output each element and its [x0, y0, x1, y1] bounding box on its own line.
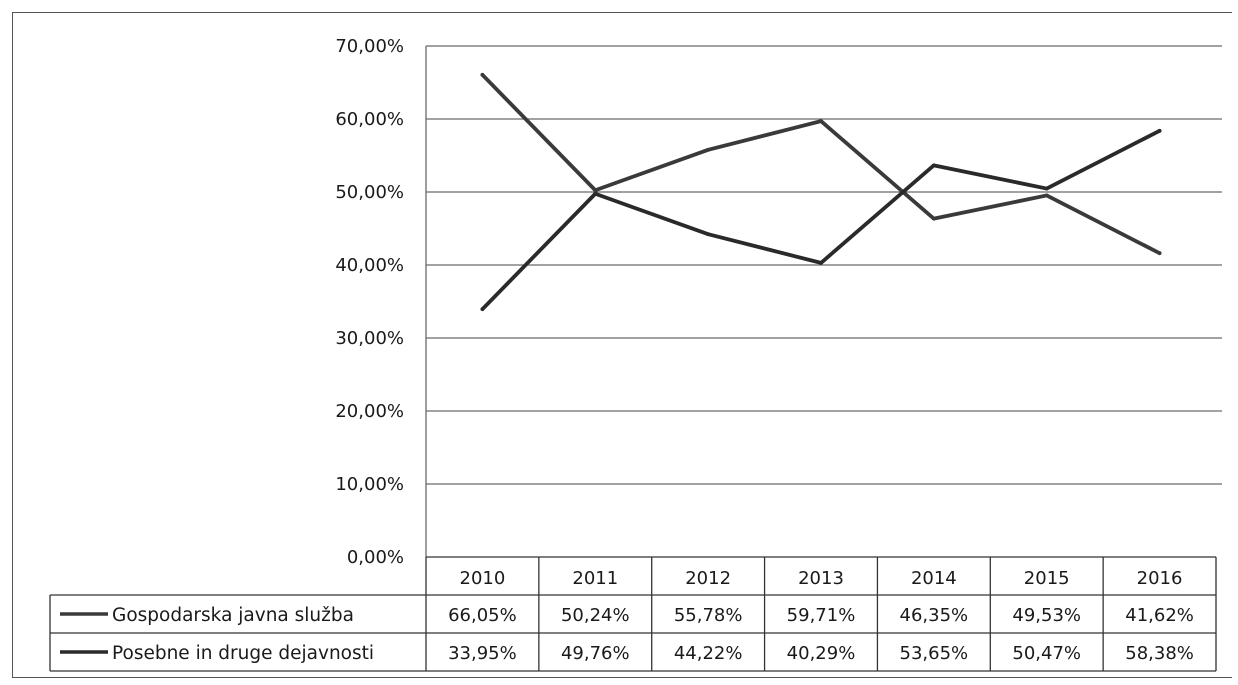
data-cell: 58,38% [1125, 643, 1194, 664]
data-cell: 49,76% [561, 643, 630, 664]
legend-label: Gospodarska javna služba [112, 605, 354, 626]
data-point [706, 147, 711, 152]
data-point [1157, 128, 1162, 133]
data-point [480, 307, 485, 312]
series-line [480, 72, 1162, 256]
data-point [931, 163, 936, 168]
y-tick-label: 50,00% [335, 182, 404, 203]
legend-label: Posebne in druge dejavnosti [112, 643, 374, 664]
x-category-label: 2013 [798, 568, 844, 589]
y-axis: 0,00% 10,00% 20,00% 30,00% 40,00% 50,00% 60,00… [335, 36, 427, 568]
data-point [819, 260, 823, 265]
y-tick-label: 70,00% [335, 36, 404, 57]
y-tick-label: 30,00% [335, 328, 404, 349]
data-cell: 59,71% [787, 605, 856, 626]
data-point [1044, 186, 1049, 191]
x-category-label: 2014 [911, 568, 957, 589]
data-cell: 41,62% [1125, 605, 1194, 626]
data-point [1044, 193, 1049, 198]
series-lines [480, 72, 1162, 312]
series-line [480, 128, 1162, 312]
chart-frame [12, 12, 1232, 678]
data-cell: 49,53% [1012, 605, 1081, 626]
data-point [1157, 251, 1162, 256]
data-cell: 66,05% [448, 605, 517, 626]
x-category-label: 2015 [1024, 568, 1070, 589]
x-category-label: 2011 [572, 568, 618, 589]
y-tick-label: 10,00% [335, 474, 404, 495]
data-cell: 50,24% [561, 605, 630, 626]
data-cell: 50,47% [1012, 643, 1081, 664]
data-point [706, 232, 711, 237]
gridlines [426, 45, 1222, 485]
data-cell: 40,29% [787, 643, 856, 664]
x-category-label: 2010 [460, 568, 506, 589]
y-tick-label: 20,00% [335, 401, 404, 422]
y-tick-label: 40,00% [335, 255, 404, 276]
data-cell: 46,35% [900, 605, 969, 626]
x-category-label: 2016 [1137, 568, 1183, 589]
data-point [931, 216, 936, 221]
data-cell: 53,65% [900, 643, 969, 664]
data-table: 2010 2011 2012 2013 2014 2015 2016 Gospodarska … [49, 556, 1217, 672]
data-cell: 44,22% [674, 643, 743, 664]
data-cell: 55,78% [674, 605, 743, 626]
y-tick-label: 60,00% [335, 109, 404, 130]
data-point [593, 188, 598, 193]
x-category-label: 2012 [685, 568, 731, 589]
data-point [593, 191, 598, 196]
data-point [480, 72, 485, 77]
data-cell: 33,95% [448, 643, 517, 664]
data-point [819, 119, 823, 124]
y-tick-label: 0,00% [347, 547, 404, 568]
